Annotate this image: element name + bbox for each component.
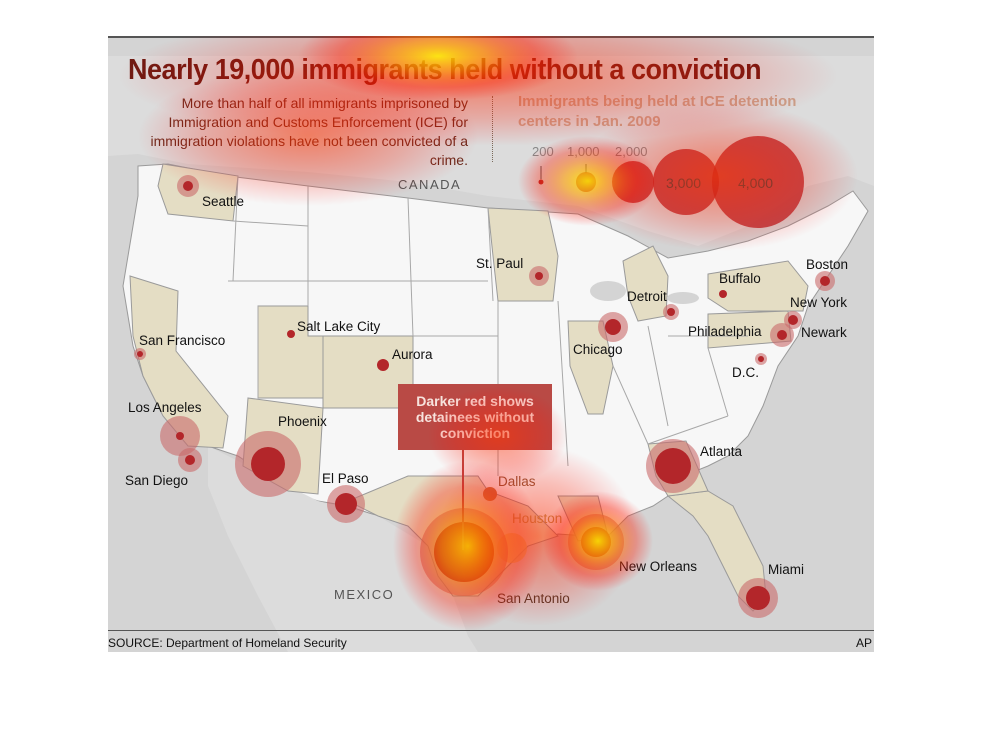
city-label-aurora: Aurora [392, 347, 433, 362]
bubble-aurora [377, 359, 389, 371]
city-label-el-paso: El Paso [322, 471, 369, 486]
city-label-buffalo: Buffalo [719, 271, 761, 286]
city-label-los-angeles: Los Angeles [128, 400, 202, 415]
legend-bubble-200 [538, 179, 544, 185]
callout-pointer [462, 450, 464, 550]
city-label-newark: Newark [801, 325, 847, 340]
state-minnesota [487, 207, 559, 302]
bubble-buffalo [719, 290, 727, 298]
legend-label-4000: 4,000 [738, 175, 774, 191]
page-title: Nearly 19,000 immigrants held without a … [128, 54, 762, 86]
city-label-salt-lake-city: Salt Lake City [297, 319, 381, 334]
bottom-rule [108, 630, 874, 631]
city-label-dallas: Dallas [498, 474, 536, 489]
city-label-philadelphia: Philadelphia [688, 324, 762, 339]
legend-bubble-1000 [576, 172, 596, 192]
city-label-phoenix: Phoenix [278, 414, 327, 429]
city-label-san-francisco: San Francisco [139, 333, 226, 348]
map-graphic: Nearly 19,000 immigrants held without a … [108, 36, 874, 652]
city-label-miami: Miami [768, 562, 804, 577]
legend-label-1000: 1,000 [567, 144, 600, 159]
city-label-boston: Boston [806, 257, 849, 272]
city-label-detroit: Detroit [627, 289, 667, 304]
city-label-chicago: Chicago [573, 342, 623, 357]
legend-label-2000: 2,000 [615, 144, 648, 159]
top-rule [108, 36, 874, 38]
state-new-york [707, 260, 809, 312]
city-label-atlanta: Atlanta [700, 444, 743, 459]
city-label-san-antonio: San Antonio [497, 591, 570, 606]
state-washington [157, 163, 239, 222]
great-lake [667, 292, 699, 304]
city-label-dc: D.C. [732, 365, 759, 380]
city-label-houston: Houston [512, 511, 563, 526]
legend-label-200: 200 [532, 144, 554, 159]
bubble-dallas [483, 487, 497, 501]
credit: AP [855, 636, 872, 650]
country-label-canada: CANADA [398, 177, 462, 192]
bubble-salt-lake-city [287, 330, 295, 338]
city-label-st-paul: St. Paul [476, 256, 524, 271]
divider [492, 96, 493, 162]
legend-label-3000: 3,000 [666, 175, 702, 191]
city-label-san-diego: San Diego [125, 473, 189, 488]
city-label-seattle: Seattle [202, 194, 245, 209]
country-label-mexico: MEXICO [334, 587, 395, 602]
legend-title: Immigrants being held at ICE detention c… [518, 93, 797, 130]
callout-box: Darker red shows detainees without convi… [398, 384, 552, 450]
great-lake [590, 281, 626, 301]
source-note: SOURCE: Department of Homeland Security [108, 636, 347, 650]
city-label-new-orleans: New Orleans [619, 559, 698, 574]
subtitle: More than half of all immigrants impriso… [150, 95, 468, 168]
legend-bubble-2000 [612, 161, 654, 203]
city-label-new-york: New York [790, 295, 848, 310]
